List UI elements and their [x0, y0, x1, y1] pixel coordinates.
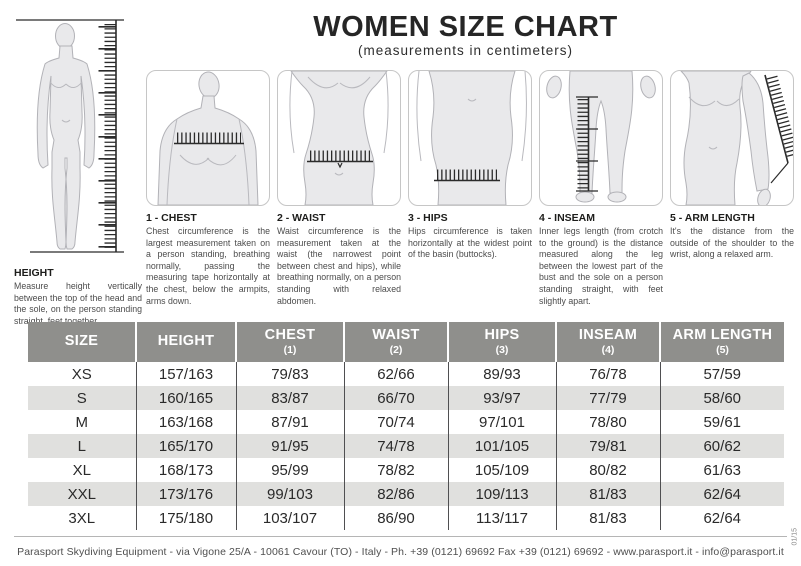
cell: 3XL: [68, 509, 96, 527]
cell: 80/82: [555, 458, 660, 482]
cell: 81/83: [555, 482, 660, 506]
cell: 97/101: [447, 410, 556, 434]
hips-label: 3 - HIPS: [408, 212, 448, 224]
table-row-xs: XS 157/163 79/83 62/66 89/93 76/78 57/59: [28, 362, 784, 386]
cell: 78/82: [343, 458, 448, 482]
arm-length-measure-illustration: [680, 71, 793, 205]
height-label: HEIGHT: [14, 267, 54, 279]
cell: 165/170: [135, 434, 236, 458]
inseam-description: Inner legs length (from crotch to the gr…: [539, 226, 663, 306]
cell: 160/165: [135, 386, 236, 410]
cell: XS: [71, 365, 92, 383]
col-header-inseam: INSEAM (4): [555, 322, 660, 362]
cell: 109/113: [447, 482, 556, 506]
cell: 103/107: [235, 506, 344, 530]
table-row-3xl: 3XL 175/180 103/107 86/90 113/117 81/83 …: [28, 506, 784, 530]
cell: 81/83: [555, 506, 660, 530]
waist-measure-illustration: [289, 71, 389, 205]
cell: 60/62: [659, 434, 784, 458]
panel-inseam: 4 - INSEAM Inner legs length (from crotc…: [539, 70, 663, 307]
cell: 91/95: [235, 434, 344, 458]
page-title: WOMEN SIZE CHART: [313, 11, 618, 43]
title-block: WOMEN SIZE CHART (measurements in centim…: [140, 11, 791, 59]
panel-chest: 1 - CHEST Chest circumference is the lar…: [146, 70, 270, 307]
cell: 61/63: [659, 458, 784, 482]
hips-description: Hips circumference is taken horizontally…: [408, 226, 532, 260]
cell: 175/180: [135, 506, 236, 530]
col-header-chest: CHEST (1): [235, 322, 344, 362]
hips-measure-illustration: [416, 71, 527, 205]
cell: 87/91: [235, 410, 344, 434]
table-header-row: SIZE HEIGHT CHEST (1) WAIST (2) HIPS (3) IN…: [28, 322, 784, 362]
inseam-label: 4 - INSEAM: [539, 212, 596, 224]
cell: 173/176: [135, 482, 236, 506]
table-row-s: S 160/165 83/87 66/70 93/97 77/79 58/60: [28, 386, 784, 410]
chest-label: 1 - CHEST: [146, 212, 197, 224]
cell: M: [75, 413, 89, 431]
cell: 99/103: [235, 482, 344, 506]
waist-description: Waist circumference is the measurement t…: [277, 226, 401, 306]
height-section: HEIGHT Measure height vertically between…: [10, 16, 142, 327]
cell: 82/86: [343, 482, 448, 506]
col-header-waist: WAIST (2): [343, 322, 448, 362]
table-row-xl: XL 168/173 95/99 78/82 105/109 80/82 61/…: [28, 458, 784, 482]
height-figure-illustration: [16, 19, 124, 253]
col-header-hips: HIPS (3): [447, 322, 556, 362]
cell: 66/70: [343, 386, 448, 410]
size-table: SIZE HEIGHT CHEST (1) WAIST (2) HIPS (3) IN…: [28, 322, 784, 530]
cell: 78/80: [555, 410, 660, 434]
cell: 79/83: [235, 362, 344, 386]
col-header-size: SIZE: [28, 322, 136, 362]
cell: L: [28, 434, 136, 458]
cell: 59/61: [659, 410, 784, 434]
footer-address: Parasport Skydiving Equipment - via Vigo…: [17, 546, 784, 558]
arm-ruler-icon: [766, 75, 793, 159]
chest-description: Chest circumference is the largest measu…: [146, 226, 270, 306]
cell: 79/81: [555, 434, 660, 458]
col-header-arm-length: ARM LENGTH (5): [659, 322, 784, 362]
cell: 168/173: [135, 458, 236, 482]
table-row-m: M 163/168 87/91 70/74 97/101 78/80 59/61: [28, 410, 784, 434]
cell: 113/117: [447, 506, 556, 530]
table-row-l: L 165/170 91/95 74/78 101/105 79/81 60/6…: [28, 434, 784, 458]
height-description: Measure height vertically between the to…: [14, 281, 142, 326]
panel-waist: 2 - WAIST Waist circumference is the mea…: [277, 70, 401, 307]
revision-code: 01/15: [792, 528, 799, 546]
cell: 74/78: [343, 434, 448, 458]
cell: 62/64: [659, 506, 784, 530]
cell: 101/105: [447, 434, 556, 458]
cell: 70/74: [343, 410, 448, 434]
col-header-height: HEIGHT: [135, 322, 236, 362]
footer: Parasport Skydiving Equipment - via Vigo…: [14, 536, 787, 560]
cell: 76/78: [555, 362, 660, 386]
cell: 83/87: [235, 386, 344, 410]
cell: 89/93: [447, 362, 556, 386]
arm-length-description: It's the distance from the outside of th…: [670, 226, 794, 260]
chest-measure-illustration: [157, 71, 259, 205]
cell: XL: [72, 461, 91, 479]
cell: S: [28, 386, 136, 410]
cell: 157/163: [135, 362, 236, 386]
cell: 95/99: [235, 458, 344, 482]
cell: 105/109: [447, 458, 556, 482]
measurement-panels: 1 - CHEST Chest circumference is the lar…: [146, 70, 794, 307]
cell: 58/60: [659, 386, 784, 410]
inseam-measure-illustration: [546, 71, 656, 203]
cell: 86/90: [343, 506, 448, 530]
cell: 93/97: [447, 386, 556, 410]
table-row-xxl: XXL 173/176 99/103 82/86 109/113 81/83 6…: [28, 482, 784, 506]
page-subtitle: (measurements in centimeters): [357, 43, 574, 59]
cell: 62/66: [343, 362, 448, 386]
cell: XXL: [28, 482, 136, 506]
panel-hips: 3 - HIPS Hips circumference is taken hor…: [408, 70, 532, 307]
arm-length-label: 5 - ARM LENGTH: [670, 212, 755, 224]
waist-label: 2 - WAIST: [277, 212, 326, 224]
cell: 57/59: [659, 362, 784, 386]
cell: 77/79: [555, 386, 660, 410]
cell: 163/168: [135, 410, 236, 434]
body-figure-icon: [55, 23, 75, 49]
panel-arm-length: 5 - ARM LENGTH It's the distance from th…: [670, 70, 794, 307]
cell: 62/64: [659, 482, 784, 506]
